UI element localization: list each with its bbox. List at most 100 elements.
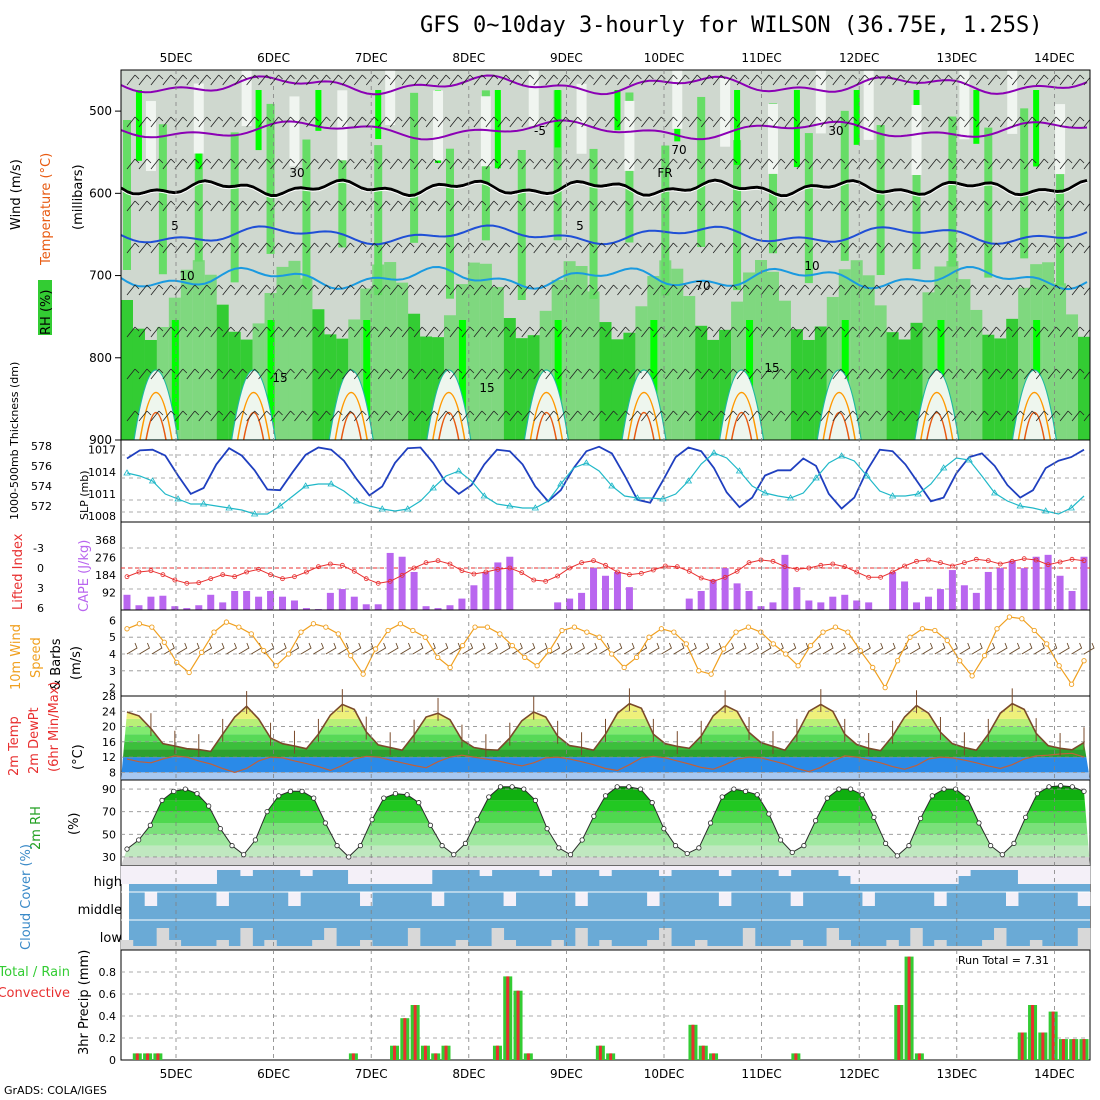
rh-shade [768, 103, 777, 254]
warm-plume [523, 369, 570, 440]
wind-barb [916, 242, 929, 254]
wind-barb [234, 284, 247, 296]
cloud-low [192, 946, 206, 950]
wind-barb [1083, 160, 1090, 170]
contour-25 [730, 411, 753, 440]
cloud-low [910, 928, 923, 950]
wind-barb [820, 116, 834, 128]
wind-barb [1071, 242, 1085, 254]
wind-barb [1011, 368, 1025, 380]
cloud-low [587, 946, 600, 950]
rh-shade [302, 139, 311, 290]
cloud-low [1017, 946, 1031, 950]
wind-barb [437, 242, 451, 254]
cloud-high-gap [419, 866, 433, 884]
li-marker [674, 564, 680, 570]
wind-marker [758, 629, 764, 635]
wind-barb [784, 74, 798, 86]
wind-barb [449, 326, 463, 338]
wind-barb [545, 326, 558, 338]
wind-barb [473, 74, 487, 86]
wind-barb [641, 116, 654, 128]
wind-marker [696, 668, 702, 674]
cloud-high-gap [886, 866, 899, 884]
wind-barb [246, 242, 259, 254]
wind-barb [485, 200, 499, 212]
wind-marker [360, 671, 366, 677]
wind-barb [365, 116, 379, 128]
wind-barb [772, 200, 786, 212]
wind-barb [617, 326, 630, 338]
cape-bar [685, 598, 693, 610]
thickness-marker [863, 472, 871, 479]
wind-barb [258, 242, 271, 254]
wind-barb [138, 410, 152, 422]
rh-shade-bright [315, 90, 322, 131]
cloud-high-gap [802, 866, 816, 870]
wind-barb [425, 284, 439, 296]
contour-label: 5 [576, 219, 584, 233]
wind-barb [844, 74, 858, 86]
wind-barb [222, 158, 235, 170]
wind-barb-10m [176, 642, 188, 655]
wind-barb-10m [611, 642, 623, 655]
wind-barb [389, 200, 403, 212]
wind-barb [473, 200, 487, 212]
wind-barb [318, 410, 331, 422]
wind-barb [653, 368, 666, 380]
rh-marker [847, 786, 854, 792]
li-marker [794, 566, 800, 572]
precip-conv-bar [609, 1053, 613, 1060]
li-marker [363, 576, 369, 582]
top-date-labels: 5DEC 6DEC 7DEC 8DEC 9DEC 10DEC 11DEC 12DEC 13DEC… [160, 51, 1075, 65]
wind-barb [700, 410, 714, 422]
wind-marker [894, 658, 901, 664]
temp-tick: 16 [102, 736, 116, 749]
wind-barb [856, 158, 869, 170]
wind-barb [545, 410, 558, 422]
wind-barb [330, 116, 343, 128]
li-marker [734, 568, 740, 574]
wind-barb [557, 284, 570, 296]
wind-marker [820, 629, 826, 635]
rh-band [121, 856, 1090, 866]
wind-barb [844, 326, 858, 338]
wind-barb [365, 410, 379, 422]
date-label-bottom: 12DEC [839, 1067, 879, 1081]
wind-barb [1083, 286, 1090, 296]
wind-barb [617, 284, 630, 296]
wind-barb [688, 326, 702, 338]
wind-barb [1035, 242, 1049, 254]
wind-barb [210, 116, 224, 128]
cloud-low [946, 946, 959, 950]
rh-shade [898, 339, 911, 440]
cloud-low [958, 946, 971, 950]
wind-barb [724, 410, 738, 422]
wind-barb [724, 200, 738, 212]
wind-barb [856, 410, 869, 422]
wind-barb [964, 326, 977, 338]
wind-barb-10m [698, 642, 710, 655]
wind-barb [186, 200, 200, 212]
wind-barb [784, 158, 798, 170]
cloud-mid-gap [647, 892, 660, 906]
wind-barb [234, 200, 247, 212]
cape-bar [865, 602, 873, 610]
ylabel-wind10m: 10m Wind [9, 624, 24, 690]
cloud-high-gap [838, 866, 851, 876]
wind-marker [397, 621, 404, 627]
rh-marker [322, 820, 329, 826]
wind-barb [999, 158, 1013, 170]
wind-barb [150, 410, 164, 422]
li-marker [1033, 557, 1039, 563]
contour-20 [432, 391, 466, 440]
wind-barb [820, 200, 834, 212]
cloud-low [1029, 940, 1043, 950]
wind-barb [724, 326, 738, 338]
wind-barb-10m [549, 642, 561, 655]
wind-barb [916, 284, 929, 296]
cape-bar [936, 589, 944, 610]
wind-barb [700, 116, 714, 128]
wind-barb [521, 116, 535, 128]
wind-barb [605, 242, 618, 254]
